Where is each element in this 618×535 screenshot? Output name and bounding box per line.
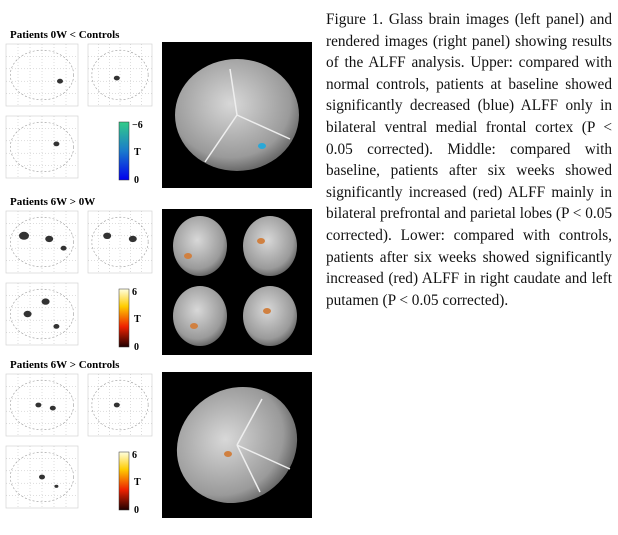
colorbar-max: 6: [132, 287, 137, 298]
activation: [258, 143, 266, 149]
figure: Patients 0W < Controls −6 T 0 Patients 6W > …: [0, 0, 318, 535]
figure-caption: Figure 1. Glass brain images (left panel…: [326, 9, 612, 311]
activation-blob: [39, 475, 45, 480]
page: Patients 0W < Controls −6 T 0 Patients 6W > …: [0, 0, 618, 535]
colorbar-min: 0: [134, 342, 139, 353]
activation: [224, 451, 232, 457]
colorbar-min: 0: [134, 505, 139, 516]
activation-blob: [53, 324, 59, 329]
activation: [190, 323, 198, 329]
activation-blob: [45, 236, 53, 242]
activation-blob: [53, 142, 59, 147]
colorbar-label: T: [134, 147, 141, 158]
colorbar-max: 6: [132, 450, 137, 461]
activation: [263, 308, 271, 314]
activation: [184, 253, 192, 259]
colorbar-min: 0: [134, 175, 139, 186]
rendered-brain: [173, 216, 227, 276]
activation-blob: [54, 485, 58, 488]
activation: [257, 238, 265, 244]
colorbar-label: T: [134, 314, 141, 325]
panel-title: Patients 6W > 0W: [10, 196, 95, 208]
rendered-brain: [243, 286, 297, 346]
activation-blob: [114, 76, 120, 81]
activation-blob: [103, 233, 111, 239]
activation-blob: [114, 403, 120, 408]
activation-blob: [35, 403, 41, 408]
panel-title: Patients 6W > Controls: [10, 359, 120, 371]
activation-blob: [129, 236, 137, 242]
activation-blob: [19, 232, 29, 240]
activation-blob: [57, 79, 63, 84]
colorbar-label: T: [134, 477, 141, 488]
colorbar: [119, 122, 129, 180]
rendered-brain: [173, 286, 227, 346]
activation-blob: [50, 406, 56, 411]
colorbar: [119, 289, 129, 347]
activation-blob: [42, 298, 50, 304]
rendered-brain: [243, 216, 297, 276]
colorbar-max: −6: [132, 120, 143, 131]
colorbar: [119, 452, 129, 510]
activation-blob: [61, 246, 67, 251]
activation-blob: [24, 311, 32, 317]
panel-title: Patients 0W < Controls: [10, 29, 120, 41]
